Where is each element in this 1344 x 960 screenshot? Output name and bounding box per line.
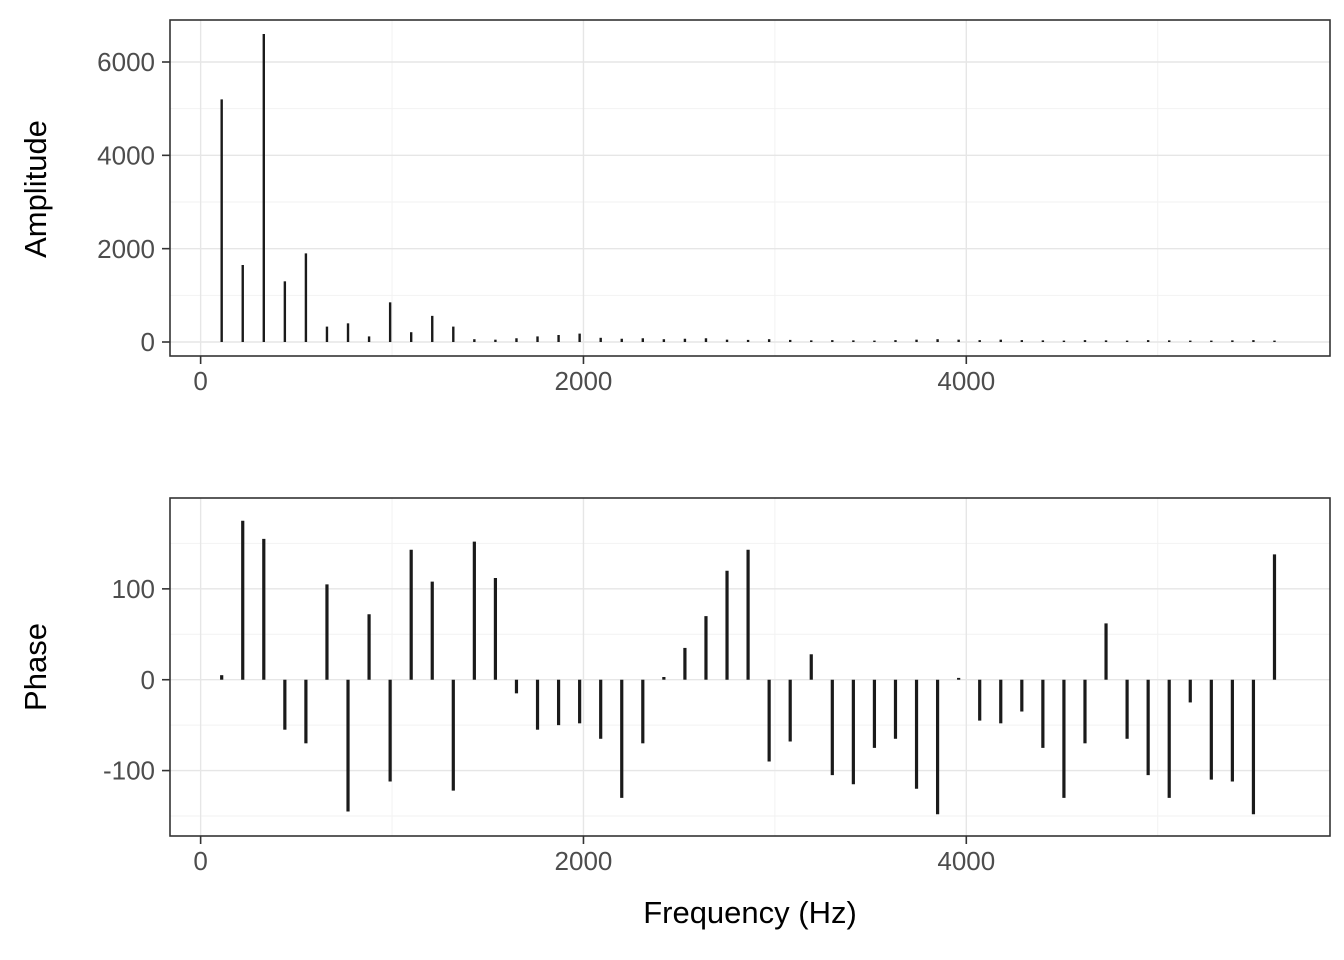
panel-background bbox=[170, 20, 1330, 356]
bar-series bbox=[220, 520, 1277, 815]
x-tick-label: 4000 bbox=[937, 846, 995, 876]
x-tick-label: 0 bbox=[193, 846, 207, 876]
y-tick-label: -100 bbox=[103, 756, 155, 786]
panel-background bbox=[170, 498, 1330, 836]
chart-panel: 0 2000 4000 6000 0 2000 4000 bbox=[97, 19, 1331, 396]
panel-border bbox=[169, 19, 1331, 357]
x-tick-label: 2000 bbox=[555, 846, 613, 876]
x-tick-label: 2000 bbox=[555, 366, 613, 396]
panel-border bbox=[169, 497, 1331, 837]
x-tick-label: 4000 bbox=[937, 366, 995, 396]
y-tick-label: 0 bbox=[141, 327, 155, 357]
y-tick-label: 0 bbox=[141, 665, 155, 695]
y-tick-label: 4000 bbox=[97, 140, 155, 170]
bar-series bbox=[220, 34, 1276, 342]
y-tick-label: 100 bbox=[112, 574, 155, 604]
y-tick-label: 2000 bbox=[97, 234, 155, 264]
y-tick-label: 6000 bbox=[97, 47, 155, 77]
x-tick-label: 0 bbox=[193, 366, 207, 396]
